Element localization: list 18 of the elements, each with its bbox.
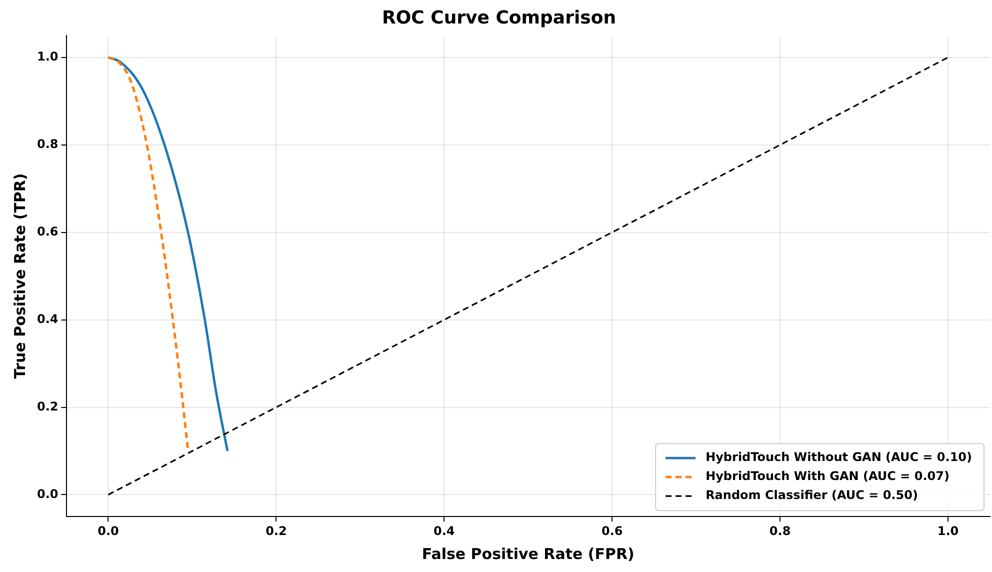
x-tick-label: 0.8: [769, 524, 791, 538]
y-tick-label: 1.0: [36, 50, 58, 64]
y-tick-label: 0.6: [36, 224, 58, 238]
y-tick-label: 0.0: [36, 486, 58, 501]
legend-label: HybridTouch Without GAN (AUC = 0.10): [706, 450, 972, 464]
x-tick-label: 1.0: [937, 524, 959, 538]
legend-label: HybridTouch With GAN (AUC = 0.07): [706, 469, 950, 484]
y-tick-label: 0.2: [36, 399, 58, 414]
y-tick-label: 0.4: [36, 312, 58, 326]
y-tick-label: 0.8: [36, 137, 58, 152]
x-axis-title: False Positive Rate (FPR): [422, 544, 634, 563]
x-tick-label: 0.6: [601, 524, 623, 538]
legend-label: Random Classifier (AUC = 0.50): [706, 488, 918, 502]
chart-title: ROC Curve Comparison: [382, 7, 616, 28]
x-tick-label: 0.4: [434, 524, 455, 538]
x-tick-label: 0.0: [98, 524, 119, 538]
y-axis-title: True Positive Rate (TPR): [10, 173, 29, 379]
x-tick-label: 0.2: [266, 524, 287, 538]
